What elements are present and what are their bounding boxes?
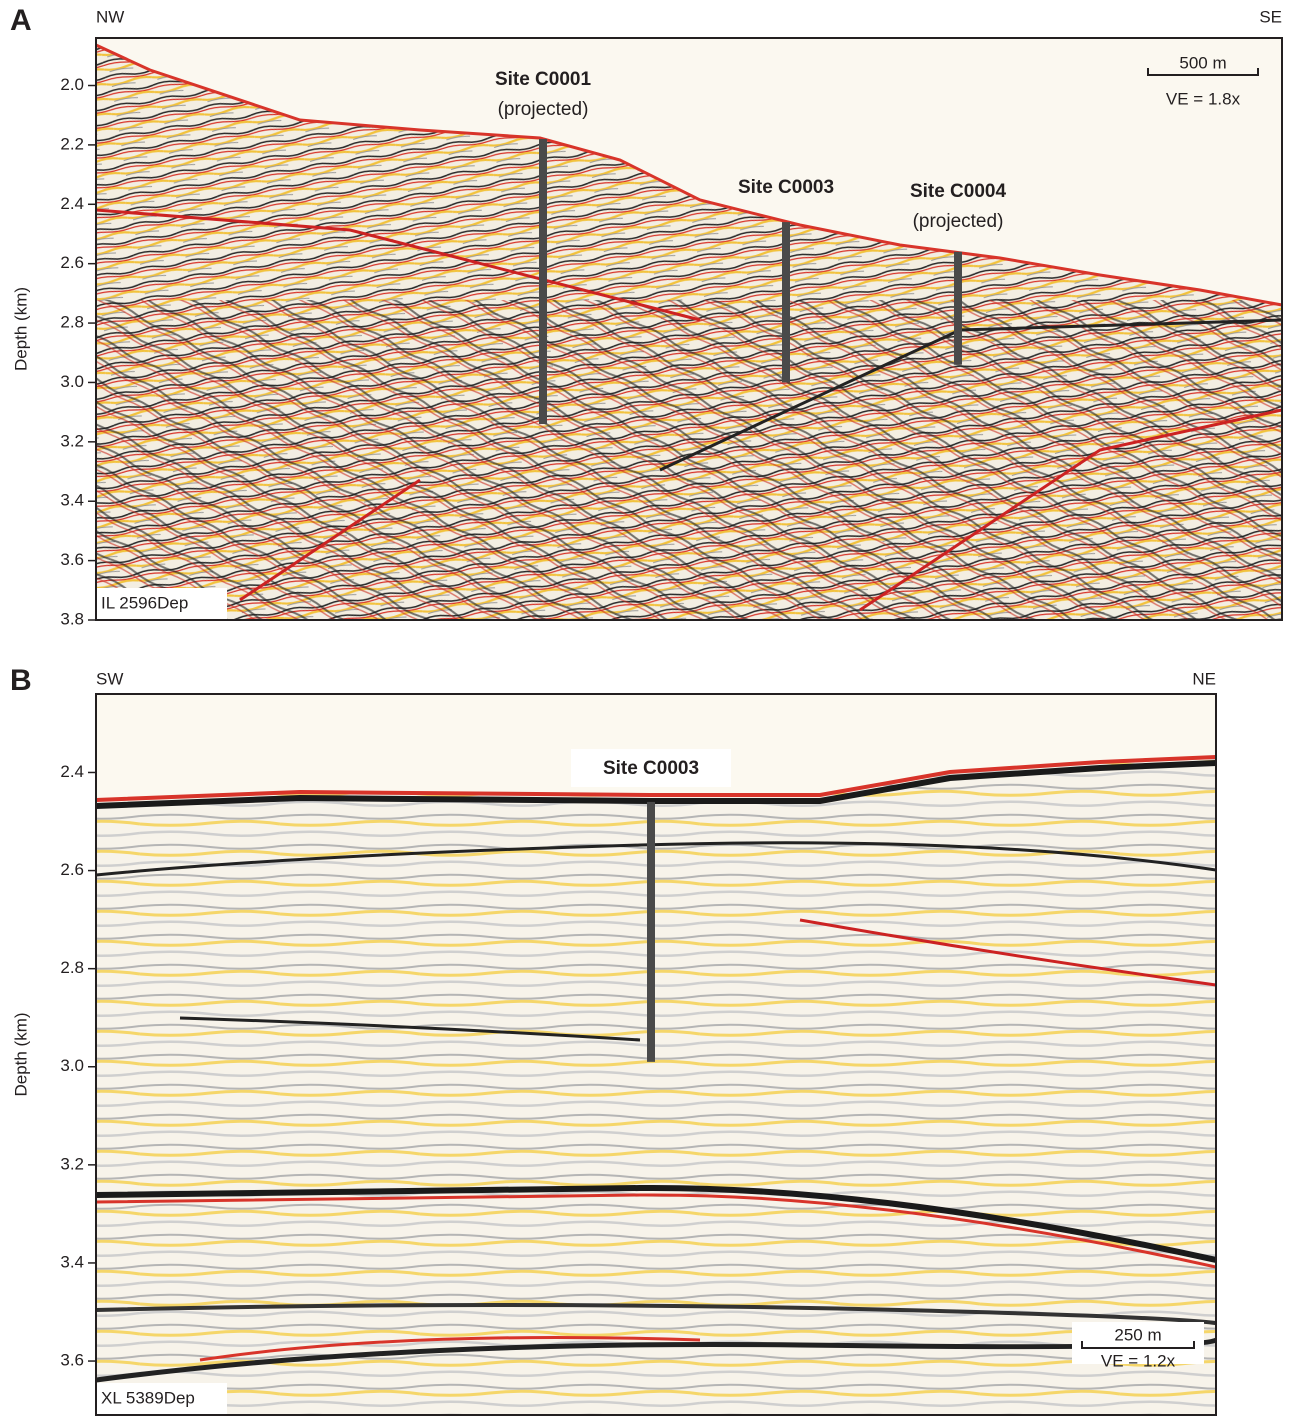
seafloor: [95, 755, 1217, 802]
ve-label: VE = 1.8x: [1166, 89, 1241, 108]
frame: [95, 693, 1217, 1416]
scale-box: [1072, 1322, 1204, 1364]
label-box: [571, 749, 731, 787]
y-tick-label: 2.6: [60, 253, 84, 272]
line-label: XL 5389Dep: [101, 1388, 195, 1407]
borehole: [782, 222, 790, 383]
borehole: [954, 251, 962, 365]
site-label: Site C0003: [603, 758, 699, 779]
site-note: (projected): [498, 99, 589, 120]
site-label: Site C0004: [910, 181, 1007, 202]
borehole: [647, 801, 655, 1062]
y-tick-label: 2.8: [60, 313, 84, 332]
scale-bar: [1147, 68, 1259, 76]
y-axis-label: Depth (km): [11, 1012, 30, 1096]
y-tick-label: 3.0: [60, 372, 84, 391]
line-label: IL 2596Dep: [101, 593, 188, 612]
site-label: Site C0001: [495, 69, 592, 90]
site-note: (projected): [913, 211, 1004, 232]
y-tick-label: 3.4: [60, 491, 84, 510]
seismic-image: [96, 757, 1216, 1415]
y-tick-label: 3.2: [60, 431, 84, 450]
y-tick-label: 3.4: [60, 1252, 84, 1271]
direction-label: SW: [96, 669, 123, 688]
y-tick-label: 2.4: [60, 762, 84, 781]
seafloor: [95, 760, 1217, 809]
label-box: [97, 588, 227, 619]
seafloor: [95, 43, 1283, 307]
site-label: Site C0003: [738, 177, 834, 198]
direction-label: NE: [1192, 669, 1216, 688]
direction-label: SE: [1259, 7, 1282, 26]
panel-letter: A: [10, 4, 32, 37]
borehole: [539, 138, 547, 425]
frame: [95, 37, 1283, 621]
ve-label: VE = 1.2x: [1101, 1351, 1176, 1370]
y-tick-label: 2.6: [60, 860, 84, 879]
scale-label: 500 m: [1179, 53, 1226, 72]
y-tick-label: 2.0: [60, 75, 84, 94]
y-tick-label: 2.8: [60, 958, 84, 977]
y-tick-label: 2.2: [60, 134, 84, 153]
scale-label: 250 m: [1114, 1325, 1161, 1344]
panel-letter: B: [10, 664, 32, 697]
label-box: [97, 1383, 227, 1414]
direction-label: NW: [96, 7, 124, 26]
y-axis-label: Depth (km): [11, 287, 30, 371]
y-tick-label: 3.0: [60, 1056, 84, 1075]
y-tick-label: 3.6: [60, 1351, 84, 1370]
y-tick-label: 3.8: [60, 609, 84, 628]
y-tick-label: 3.2: [60, 1154, 84, 1173]
scale-bar: [1081, 1341, 1195, 1349]
y-tick-label: 2.4: [60, 194, 84, 213]
y-tick-label: 3.6: [60, 550, 84, 569]
